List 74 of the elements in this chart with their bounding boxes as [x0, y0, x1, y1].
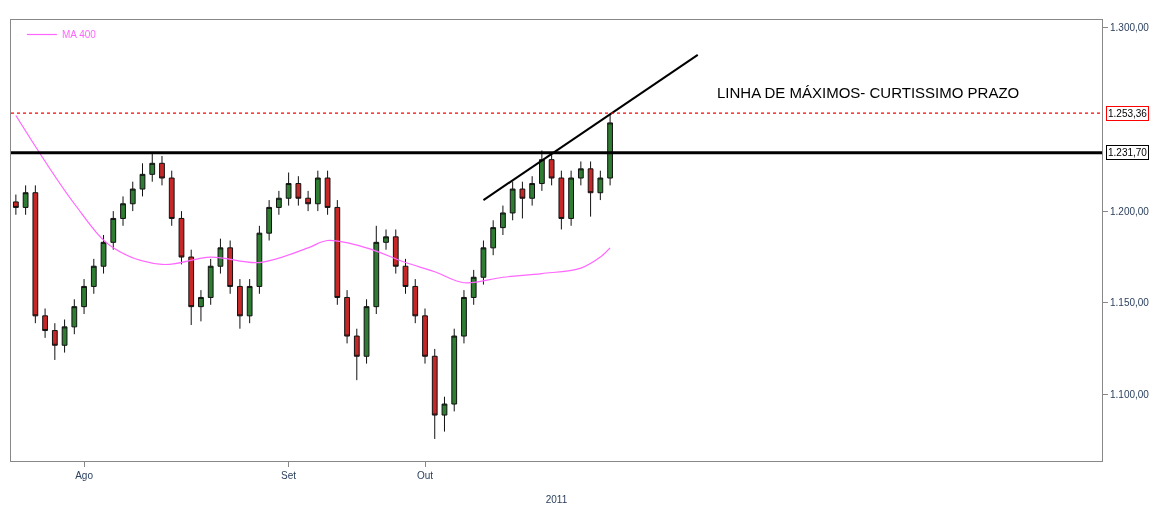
candlestick [324, 170, 331, 216]
candlestick [344, 289, 350, 344]
candlestick [178, 210, 185, 265]
candlestick [597, 170, 604, 201]
candlestick [577, 160, 584, 186]
candlestick [558, 170, 565, 230]
x-tick-label: Ago [75, 470, 94, 481]
candlestick [168, 170, 175, 227]
candlestick [51, 322, 58, 361]
candlestick [81, 278, 87, 315]
candlestick [12, 194, 19, 216]
candlestick [227, 240, 234, 295]
candlestick [129, 181, 136, 212]
candlestick [402, 258, 409, 295]
candlestick [314, 170, 321, 212]
candlestick [568, 170, 574, 227]
candlestick [32, 184, 39, 324]
y-tick-label: 1.200,00 [1110, 205, 1150, 217]
candlestick [519, 181, 526, 219]
candlestick [100, 234, 107, 275]
candlestick [334, 199, 341, 306]
candlestick [373, 225, 380, 315]
candlestick [451, 328, 458, 412]
candlestick [42, 307, 48, 339]
candlestick [587, 160, 594, 218]
x-tick-label: Out [416, 470, 434, 481]
candlestick [363, 298, 370, 365]
candlestick [61, 319, 68, 354]
candlestick [217, 238, 224, 275]
annotation: LINHA DE MÁXIMOS- CURTISSIMO PRAZO [717, 84, 1020, 101]
candlestick [275, 190, 282, 216]
candlestick [246, 278, 253, 324]
candlestick [412, 278, 419, 324]
candlestick [509, 181, 516, 221]
y-tick-label: 1.150,00 [1110, 297, 1150, 309]
candlestick [266, 199, 273, 241]
ref-line-label: 1.253,36 [1108, 108, 1148, 119]
candlestick [149, 151, 156, 183]
candlestick [295, 175, 302, 207]
candlestick [159, 155, 165, 186]
candlestick [383, 228, 389, 251]
candlestick [500, 205, 506, 236]
candlestick [188, 249, 195, 326]
y-tick-label: 1.300,00 [1110, 21, 1150, 33]
candlestick [480, 240, 487, 286]
candlestick [490, 219, 497, 256]
candlestick [110, 210, 117, 251]
y-tick-label: 1.100,00 [1110, 389, 1150, 401]
candlestick [71, 298, 78, 335]
candlestick [22, 184, 29, 216]
candlestick [539, 149, 545, 192]
candlestick [237, 278, 243, 330]
candlestick [422, 307, 428, 365]
candlestick [431, 348, 438, 440]
candlestick [285, 172, 292, 207]
candlestick [607, 113, 613, 186]
candlestick [120, 195, 126, 227]
candlestick [470, 269, 477, 306]
candlestick [353, 328, 360, 381]
candlestick [305, 190, 311, 212]
x-tick-label: Set [281, 470, 297, 481]
candlestick [461, 289, 467, 344]
line-series [15, 114, 611, 284]
candlestick [529, 175, 536, 207]
candlestick [256, 225, 263, 295]
candlestick [207, 258, 214, 306]
candlestick [198, 289, 204, 322]
candlestick [441, 396, 448, 433]
candlestick [139, 162, 146, 197]
candlestick [392, 228, 399, 275]
ref-line-label: 1.231,70 [1108, 147, 1148, 158]
legend-label: MA 400 [61, 29, 97, 41]
candlestick [90, 258, 97, 295]
x-axis-title: 2011 [545, 493, 568, 505]
